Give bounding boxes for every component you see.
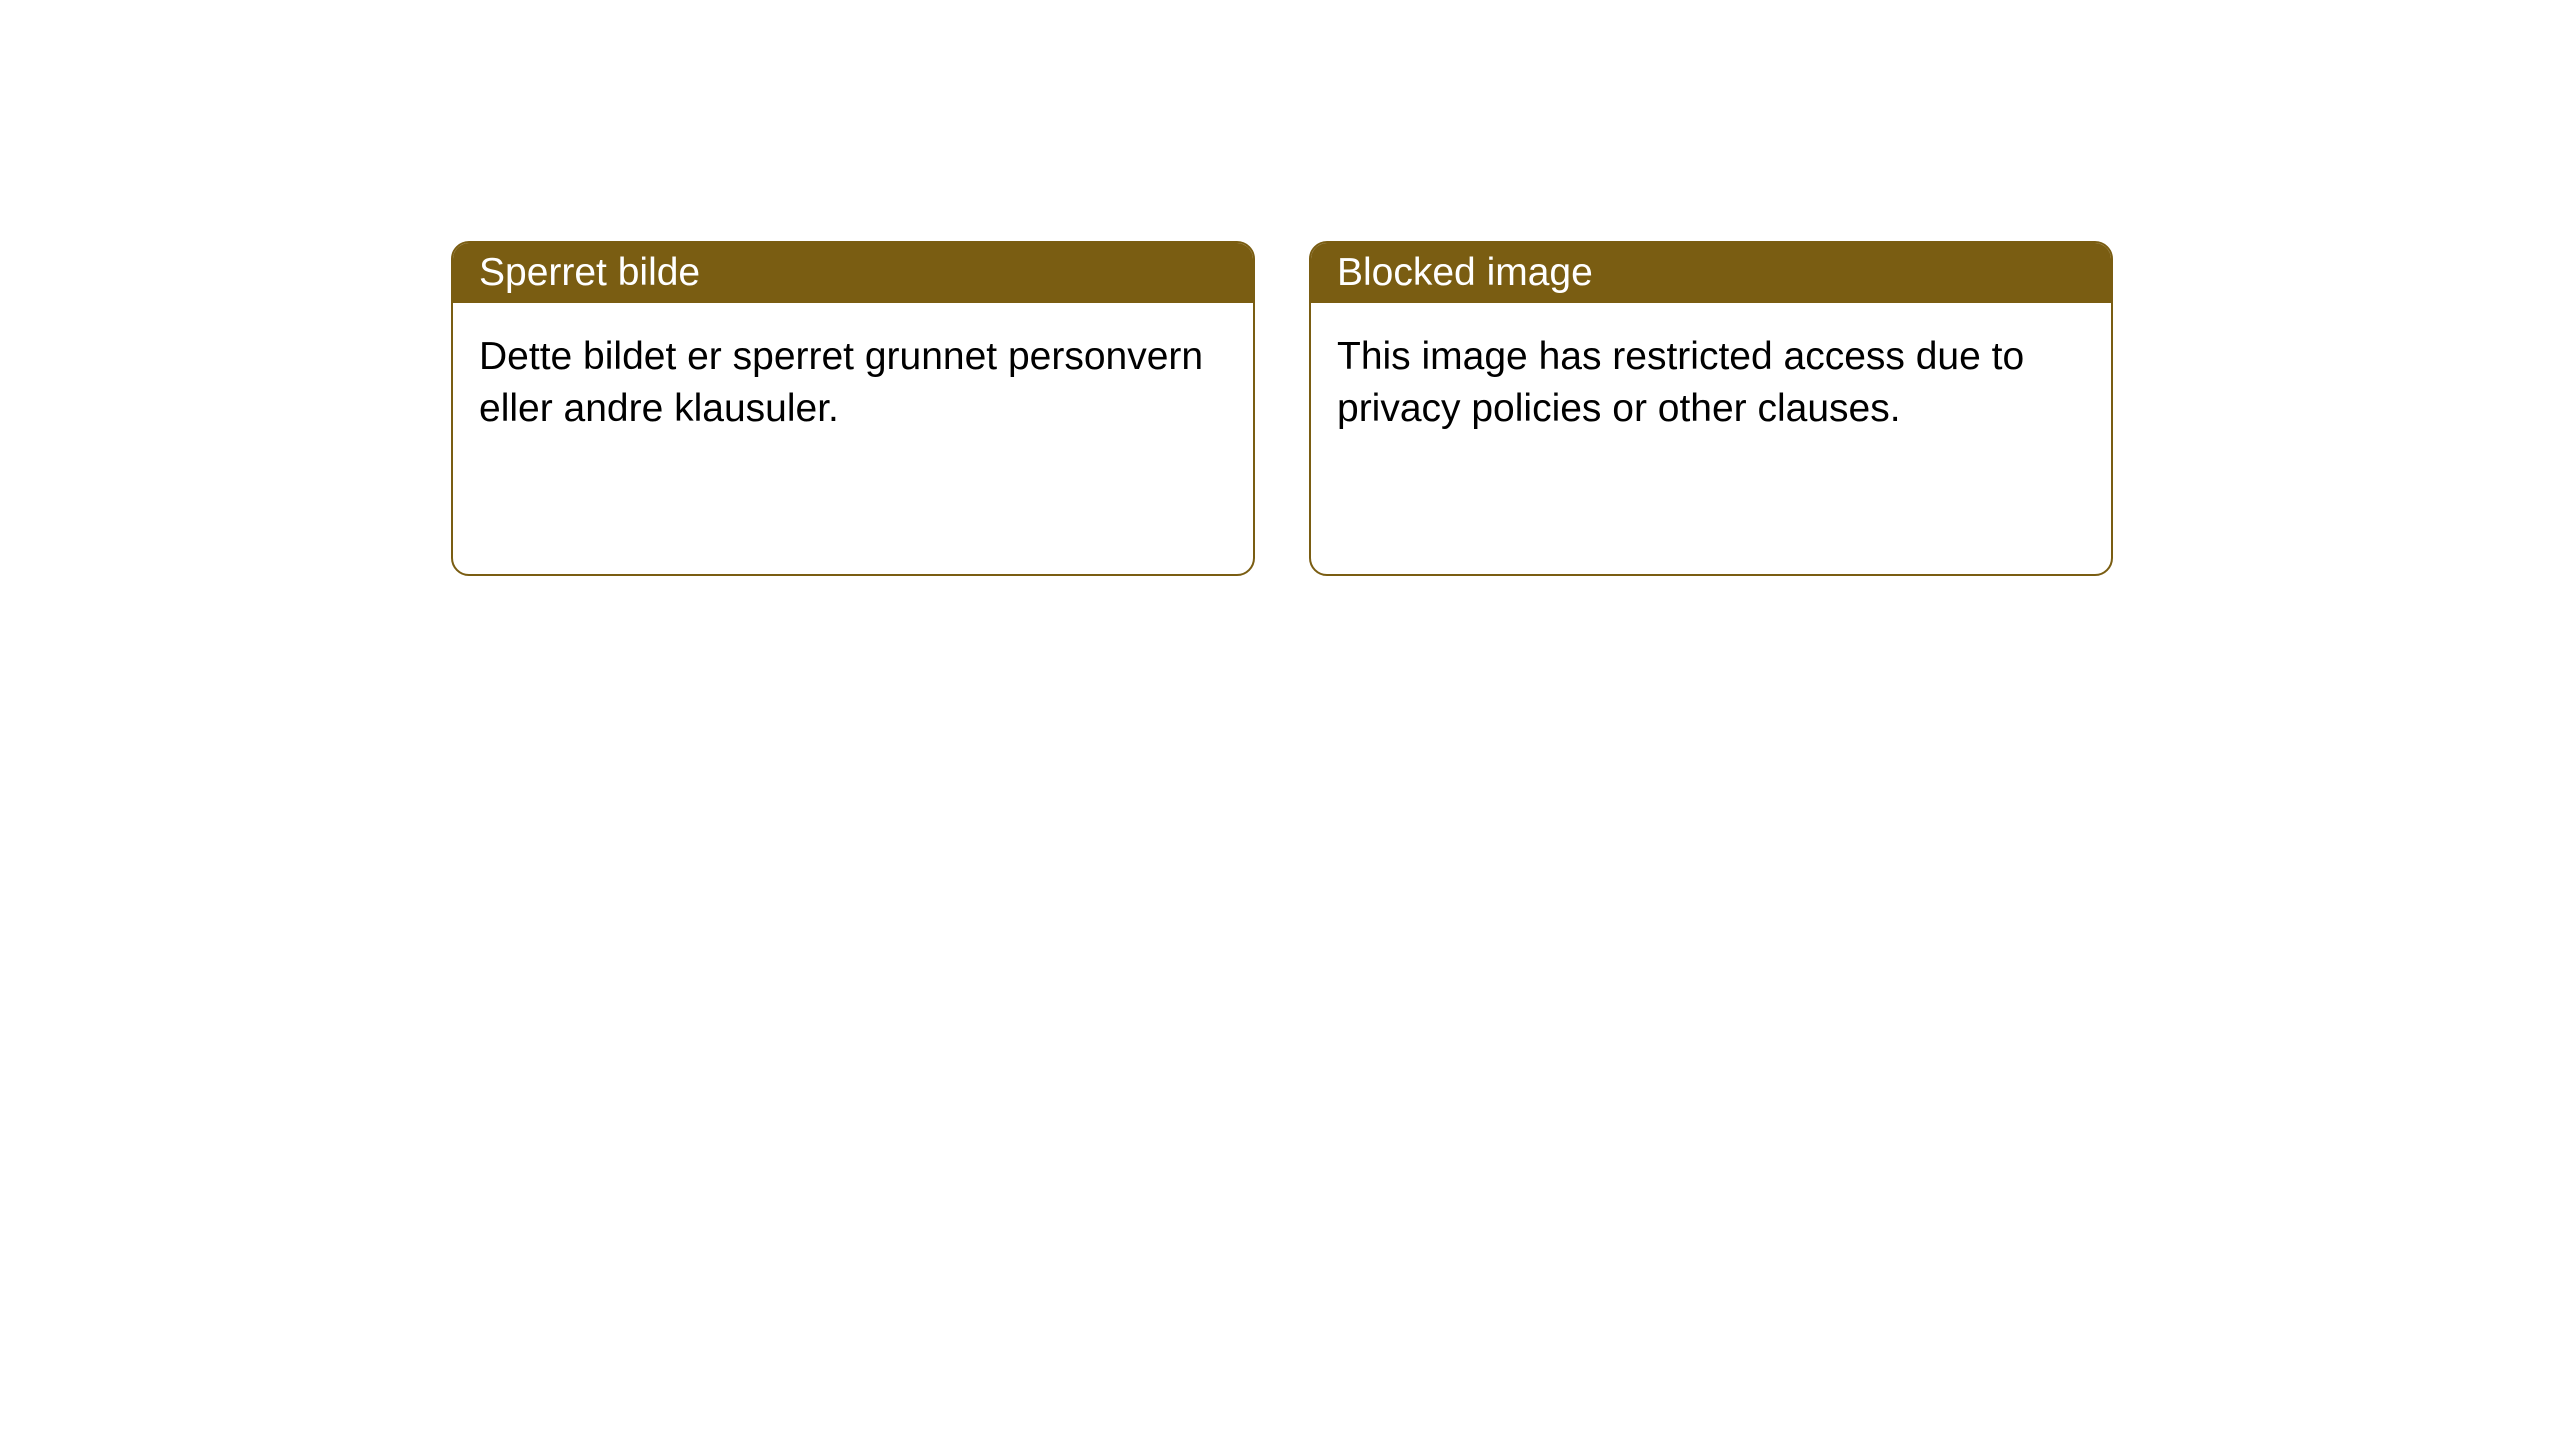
- notice-title: Blocked image: [1337, 251, 1593, 295]
- notice-card-english: Blocked image This image has restricted …: [1309, 241, 2113, 576]
- notice-header: Sperret bilde: [453, 243, 1253, 303]
- notice-container: Sperret bilde Dette bildet er sperret gr…: [0, 0, 2560, 576]
- notice-header: Blocked image: [1311, 243, 2111, 303]
- notice-body: Dette bildet er sperret grunnet personve…: [453, 303, 1253, 463]
- notice-body: This image has restricted access due to …: [1311, 303, 2111, 463]
- notice-body-text: This image has restricted access due to …: [1337, 335, 2024, 430]
- notice-title: Sperret bilde: [479, 251, 700, 295]
- notice-body-text: Dette bildet er sperret grunnet personve…: [479, 335, 1203, 430]
- notice-card-norwegian: Sperret bilde Dette bildet er sperret gr…: [451, 241, 1255, 576]
